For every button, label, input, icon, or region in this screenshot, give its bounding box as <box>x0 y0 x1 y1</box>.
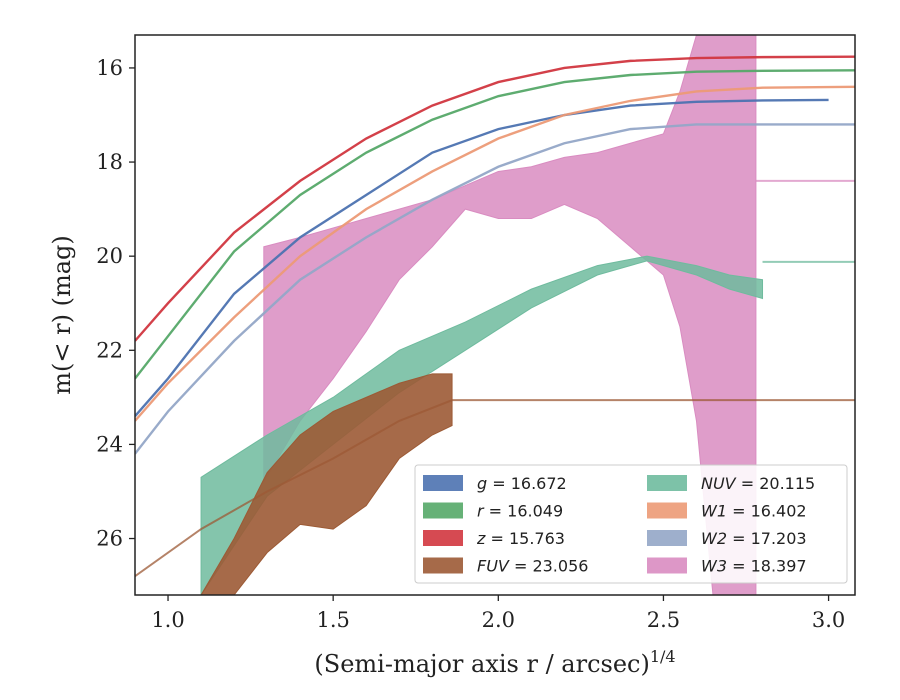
y-tick-label: 16 <box>96 56 123 80</box>
legend-label-w1: W1 = 16.402 <box>701 502 807 521</box>
legend-swatch-w1 <box>647 502 687 519</box>
x-tick-label: 3.0 <box>812 608 845 632</box>
series-w2-line <box>135 123 855 455</box>
y-tick-label: 18 <box>96 150 123 174</box>
x-tick-label: 2.5 <box>647 608 680 632</box>
series-g-line <box>135 98 829 417</box>
y-axis-label: m(< r) (mag) <box>48 235 76 394</box>
series-layer <box>135 35 855 595</box>
y-tick-label: 20 <box>96 244 123 268</box>
x-tick-label: 1.5 <box>316 608 349 632</box>
legend-swatch-r <box>423 502 463 519</box>
legend-swatch-fuv <box>423 557 463 574</box>
y-tick-label: 24 <box>96 432 123 456</box>
legend-label-w2: W2 = 17.203 <box>701 529 807 548</box>
legend-swatch-g <box>423 475 463 491</box>
legend-label-z: z = 15.763 <box>476 529 565 548</box>
x-axis-label-power: 1/4 <box>650 647 676 666</box>
x-axis-label: (Semi-major axis r / arcsec)1/4 <box>314 647 675 678</box>
series-w1-line <box>135 85 855 422</box>
legend-swatch-nuv <box>647 475 687 491</box>
x-tick-label: 2.0 <box>482 608 515 632</box>
tick-layer: 1.0 1.5 2.0 2.5 3.0 16 18 20 22 24 26 <box>96 56 845 632</box>
series-w3-band <box>263 35 757 595</box>
series-fuv-extension-line <box>135 399 855 577</box>
plot-frame <box>134 34 856 596</box>
legend-box <box>414 464 848 584</box>
legend: g = 16.672 r = 16.049 z = 15.763 FUV = 23.0… <box>414 464 848 584</box>
legend-label-g: g = 16.672 <box>477 474 567 493</box>
legend-label-fuv: FUV = 23.056 <box>477 557 588 576</box>
series-r-line <box>135 69 855 380</box>
x-tick-label: 1.0 <box>151 608 184 632</box>
legend-label-r: r = 16.049 <box>477 502 563 521</box>
x-axis-label-text: (Semi-major axis r / arcsec) <box>314 650 649 678</box>
y-tick-label: 22 <box>96 338 123 362</box>
legend-label-w3: W3 = 18.397 <box>701 557 807 576</box>
legend-swatch-z <box>423 530 463 546</box>
series-z-line <box>135 55 855 342</box>
y-tick-label: 26 <box>96 527 123 551</box>
legend-swatch-w2 <box>647 530 687 546</box>
legend-label-nuv: NUV = 20.115 <box>701 474 815 493</box>
legend-swatch-w3 <box>647 557 687 574</box>
